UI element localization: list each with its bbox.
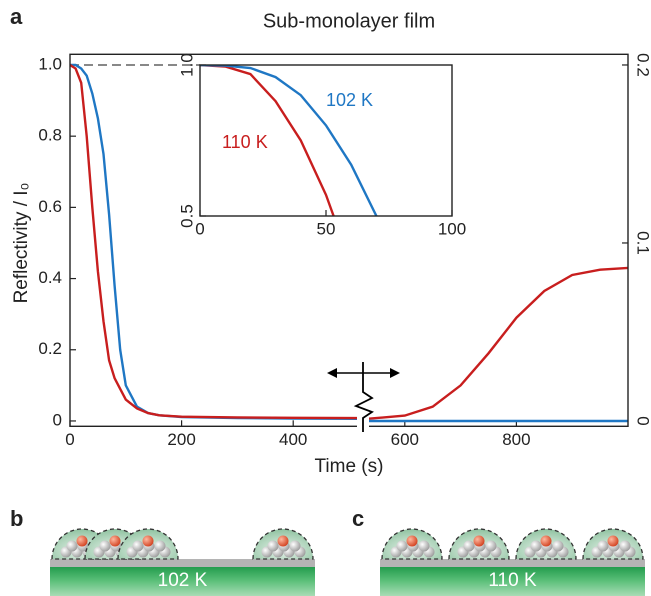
layer (380, 559, 645, 567)
adsorbate (607, 535, 619, 547)
x-tick-label: 600 (391, 430, 419, 449)
adsorbate (540, 535, 552, 547)
molecule (66, 540, 78, 552)
molecule (154, 540, 166, 552)
substrate-label: 110 K (488, 570, 537, 591)
illustration: 110 K (380, 528, 645, 596)
substrate-label: 102 K (158, 570, 208, 591)
main-plot: 0 200 400 600 800 0 0.2 0.4 0.6 0.8 1.0 0 0.1 0.2 (38, 53, 651, 449)
x-tick-label: 100 (438, 219, 466, 238)
axis-frame (199, 64, 453, 217)
molecule (418, 540, 430, 552)
y-tick-label: 1.0 (177, 53, 196, 77)
substrate (50, 566, 315, 596)
series-line (200, 65, 378, 216)
molecule (396, 540, 408, 552)
y-tick-label: 0 (53, 410, 62, 429)
y-tick-label: 0.2 (38, 339, 62, 358)
y-tick-label: 0.8 (38, 126, 62, 145)
x-tick-label: 0 (65, 430, 74, 449)
adsorbate (473, 535, 485, 547)
molecule (552, 540, 564, 552)
y2-tick-label: 0.1 (634, 231, 651, 255)
molecule (132, 540, 144, 552)
panel-label: c (352, 506, 364, 531)
adsorbate (109, 535, 121, 547)
inset-plot: 0 50 100 0.5 1.0 110 K 102 K (177, 53, 466, 238)
adsorbate (76, 535, 88, 547)
series-line (362, 266, 628, 421)
y2-tick-label: 0.2 (634, 53, 651, 77)
series-line (70, 63, 361, 420)
molecule (485, 540, 497, 552)
axis-frame (69, 53, 629, 427)
adsorbate (142, 535, 154, 547)
molecule (619, 540, 631, 552)
molecule (267, 540, 279, 552)
chart-title: Sub-monolayer film (263, 10, 435, 32)
x-tick-label: 200 (167, 430, 195, 449)
axis-break (327, 360, 400, 432)
substrate (380, 566, 645, 596)
y-axis-label: Reflectivity / I₀ (11, 183, 32, 304)
x-tick-label: 50 (317, 219, 336, 238)
x-axis-label: Time (s) (315, 456, 384, 477)
x-tick-label: 0 (195, 219, 204, 238)
panel-label: b (10, 506, 23, 531)
y2-tick-label: 0 (634, 416, 651, 425)
molecule (530, 540, 542, 552)
y-tick-label: 0.6 (38, 197, 62, 216)
series-label: 102 K (326, 90, 373, 110)
y-tick-label: 1.0 (38, 54, 62, 73)
molecule (463, 540, 475, 552)
inset-background (200, 65, 452, 216)
panel-label: a (10, 4, 23, 29)
molecule (597, 540, 609, 552)
layer (50, 559, 315, 567)
molecule (99, 540, 111, 552)
y-tick-label: 0.5 (177, 204, 196, 228)
adsorbate (277, 535, 289, 547)
x-tick-label: 800 (502, 430, 530, 449)
series-label: 110 K (222, 132, 268, 152)
molecule (289, 540, 301, 552)
y-tick-label: 0.4 (38, 268, 62, 287)
x-tick-label: 400 (279, 430, 307, 449)
illustration: 102 K (50, 528, 315, 596)
adsorbate (406, 535, 418, 547)
